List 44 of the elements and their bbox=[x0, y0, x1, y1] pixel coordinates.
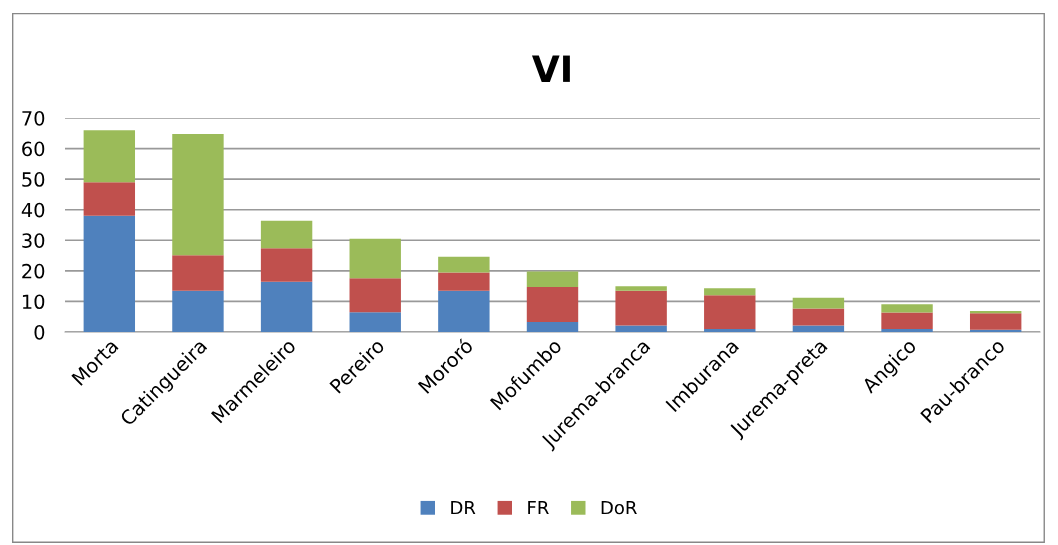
bar bbox=[526, 321, 579, 332]
bar bbox=[792, 308, 845, 326]
bar bbox=[615, 325, 667, 332]
bar bbox=[349, 312, 401, 332]
bar bbox=[349, 238, 401, 279]
y-tick-label: 10 bbox=[22, 294, 45, 310]
y-tick-label: 50 bbox=[22, 172, 45, 187]
bar bbox=[260, 281, 313, 332]
legend-label: DoR bbox=[601, 500, 637, 515]
bar bbox=[83, 182, 136, 216]
bar bbox=[83, 215, 136, 332]
bar bbox=[83, 130, 136, 183]
bar bbox=[969, 329, 1022, 332]
bar bbox=[969, 313, 1022, 330]
bar bbox=[172, 133, 224, 256]
y-tick-label: 30 bbox=[22, 233, 45, 248]
bar bbox=[260, 248, 313, 282]
y-tick-label: 60 bbox=[22, 141, 45, 157]
legend-label: DR bbox=[451, 500, 476, 515]
bar bbox=[792, 297, 845, 309]
bar bbox=[615, 290, 667, 326]
bar bbox=[704, 295, 756, 329]
bar bbox=[438, 290, 490, 332]
bar bbox=[349, 278, 401, 313]
bar bbox=[260, 220, 313, 249]
bar bbox=[526, 287, 579, 322]
bar bbox=[792, 325, 845, 332]
chart-title: VI bbox=[531, 55, 570, 82]
y-tick-label: 0 bbox=[34, 324, 45, 340]
y-tick-label: 70 bbox=[22, 110, 45, 126]
bar bbox=[615, 286, 667, 291]
bar bbox=[172, 255, 224, 291]
y-tick-label: 20 bbox=[22, 263, 45, 279]
bar bbox=[881, 304, 933, 313]
y-tick-label: 40 bbox=[21, 202, 45, 218]
bar bbox=[881, 328, 933, 332]
bar bbox=[172, 290, 224, 332]
legend-label: FR bbox=[528, 500, 549, 515]
bar bbox=[881, 312, 933, 329]
bar bbox=[438, 272, 490, 291]
bar bbox=[704, 328, 756, 332]
bar bbox=[704, 288, 756, 296]
bar bbox=[438, 256, 490, 273]
bar bbox=[526, 271, 579, 288]
